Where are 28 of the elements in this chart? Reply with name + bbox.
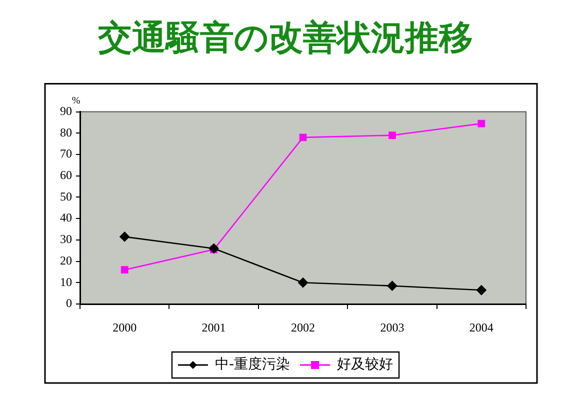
point — [387, 280, 398, 291]
y-tick-label: 60 — [60, 168, 72, 182]
x-tick-label: 2002 — [291, 320, 315, 334]
legend-label: 好及较好 — [337, 356, 394, 373]
point — [120, 266, 128, 274]
y-tick-label: 80 — [60, 125, 72, 140]
point — [208, 243, 219, 254]
legend-label: 中-重度污染 — [214, 356, 290, 373]
y-tick-label: 40 — [60, 210, 72, 225]
x-tick-label: 2000 — [112, 320, 137, 334]
point — [299, 134, 307, 142]
point — [478, 120, 486, 128]
x-tick-label: 2003 — [380, 320, 404, 334]
y-tick-label: 20 — [60, 253, 72, 268]
point — [476, 285, 486, 296]
point — [120, 232, 130, 242]
point — [298, 278, 308, 288]
point — [388, 132, 396, 139]
x-tick-label: 2001 — [202, 320, 226, 334]
chart-title: 交通騒音の改善状況推移 — [97, 18, 473, 58]
x-tick-label: 2004 — [469, 320, 494, 334]
y-tick-label: 0 — [66, 296, 72, 310]
y-tick-label: 10 — [60, 274, 72, 289]
y-tick-label: 70 — [60, 146, 72, 161]
y-tick-label: 50 — [60, 189, 72, 204]
y-tick-label: 30 — [60, 232, 72, 246]
y-axis-title: % — [72, 95, 80, 106]
y-tick-label: 90 — [60, 104, 72, 118]
